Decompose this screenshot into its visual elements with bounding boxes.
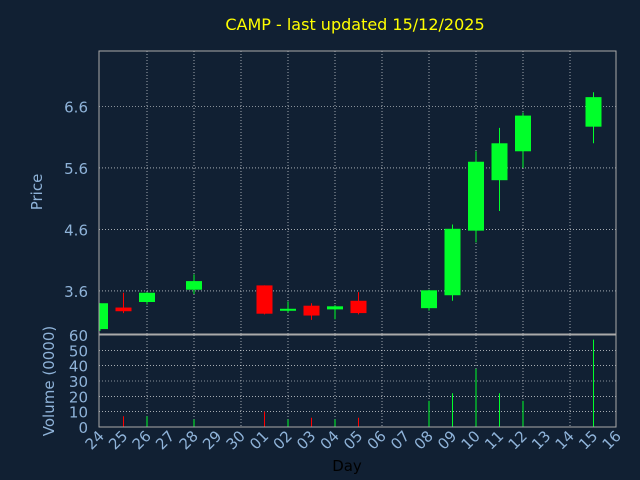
volume-panel-frame — [98, 334, 617, 428]
price-tick-label: 6.6 — [64, 98, 88, 116]
candle-body — [468, 161, 484, 231]
price-tick-label: 4.6 — [64, 221, 88, 239]
x-tick-labels: 2425262728293001020304050607080910111213… — [82, 427, 625, 453]
volume-tick-label: 0 — [78, 419, 88, 437]
volume-axis-label: Volume (0000) — [40, 326, 58, 436]
candle-body — [444, 228, 461, 296]
candle-body — [139, 292, 155, 303]
price-tick-labels: 3.6 4.6 5.6 6.6 — [64, 98, 88, 301]
candle-body — [585, 97, 602, 127]
price-tick-label: 5.6 — [64, 160, 88, 178]
candle-body — [350, 300, 367, 314]
candle-body — [421, 290, 437, 309]
price-panel-frame — [98, 50, 617, 335]
candles-layer — [99, 92, 602, 331]
chart-title: CAMP - last updated 15/12/2025 — [225, 15, 484, 34]
candle-body — [491, 143, 508, 181]
volume-tick-label: 20 — [69, 388, 88, 406]
volume-tick-label: 30 — [69, 373, 88, 391]
candle-body — [256, 285, 273, 314]
x-axis-label: Day — [332, 457, 362, 475]
volume-tick-label: 10 — [69, 404, 88, 422]
candle-body — [303, 305, 320, 316]
candle-body — [186, 281, 202, 290]
volume-tick-label: 40 — [69, 358, 88, 376]
candle-body — [280, 308, 296, 311]
candle-body — [327, 306, 343, 310]
candle-body — [99, 303, 108, 330]
price-axis-label: Price — [28, 174, 46, 211]
volume-gridlines — [99, 334, 616, 428]
price-gridlines — [99, 51, 616, 334]
volume-bars-layer — [123, 339, 594, 427]
price-tick-label: 3.6 — [64, 283, 88, 301]
volume-tick-label: 60 — [69, 327, 88, 345]
candle-body — [515, 115, 531, 152]
volume-tick-label: 50 — [69, 342, 88, 360]
candle-body — [115, 307, 132, 312]
